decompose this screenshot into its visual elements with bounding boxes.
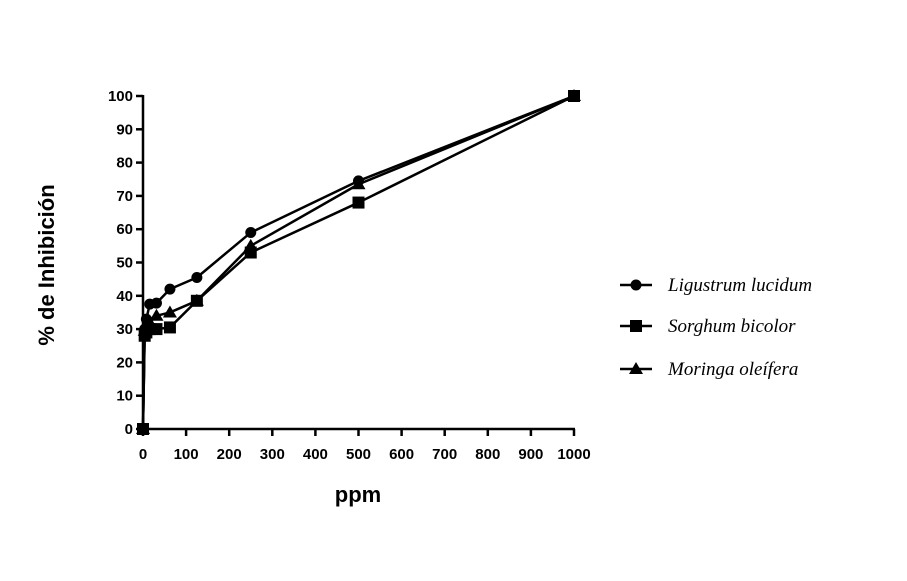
data-point: [245, 227, 257, 239]
axes: [141, 95, 575, 431]
data-point: [164, 283, 176, 295]
x-tick-label: 1000: [557, 446, 590, 463]
legend-label: Moringa oleífera: [667, 359, 798, 380]
legend-marker: [630, 279, 642, 291]
series-line: [141, 94, 575, 430]
data-point: [567, 89, 581, 101]
legend-label: Ligustrum lucidum: [667, 275, 812, 296]
data-point: [136, 422, 150, 434]
y-tick-label: 90: [116, 121, 133, 138]
x-tick-label: 800: [475, 446, 500, 463]
legend-label: Sorghum bicolor: [668, 316, 796, 337]
y-tick-label: 10: [116, 388, 133, 405]
x-tick-label: 200: [217, 446, 242, 463]
y-tick-label: 20: [116, 354, 133, 371]
data-point: [142, 315, 157, 328]
x-tick-label: 300: [260, 446, 285, 463]
y-tick-label: 60: [116, 221, 133, 238]
legend-marker: [629, 362, 643, 374]
x-tick-label: 0: [139, 446, 147, 463]
data-point: [163, 321, 176, 334]
x-ticks: 0 100 200 300 400 500 600 700 800 900 1000: [139, 429, 591, 463]
y-tick-label: 40: [116, 288, 133, 305]
x-tick-label: 400: [303, 446, 328, 463]
y-tick-label: 0: [125, 421, 133, 438]
legend-marker: [630, 320, 642, 332]
y-axis-title: % de Inhibición: [34, 184, 59, 345]
x-tick-label: 100: [174, 446, 199, 463]
data-point: [189, 293, 204, 306]
y-ticks: 0 10 20 30 40 50 60 70 80 90 100: [108, 88, 143, 438]
x-tick-label: 900: [518, 446, 543, 463]
legend-item: Ligustrum lucidum: [620, 275, 812, 296]
data-point: [351, 177, 366, 190]
series-square: [137, 90, 580, 435]
legend-item: Moringa oleífera: [620, 359, 798, 380]
series-circle: [137, 90, 580, 435]
legend: Ligustrum lucidum Sorghum bicolor Moringa …: [620, 275, 812, 380]
y-tick-label: 80: [116, 155, 133, 172]
x-tick-label: 600: [389, 446, 414, 463]
y-tick-label: 70: [116, 188, 133, 205]
series-line: [141, 94, 575, 430]
y-tick-label: 50: [116, 255, 133, 272]
data-point: [150, 297, 162, 309]
data-point: [162, 305, 177, 318]
data-point: [243, 238, 258, 251]
y-tick-label: 100: [108, 88, 133, 105]
series-line: [141, 94, 575, 430]
x-tick-label: 500: [346, 446, 371, 463]
series-triangle: [136, 89, 581, 434]
x-axis-title: ppm: [335, 482, 381, 507]
data-point: [149, 308, 164, 321]
y-tick-label: 30: [116, 321, 133, 338]
series-layer: [136, 89, 581, 435]
data-point: [352, 196, 365, 209]
data-point: [191, 271, 203, 283]
legend-item: Sorghum bicolor: [620, 316, 796, 337]
x-tick-label: 700: [432, 446, 457, 463]
